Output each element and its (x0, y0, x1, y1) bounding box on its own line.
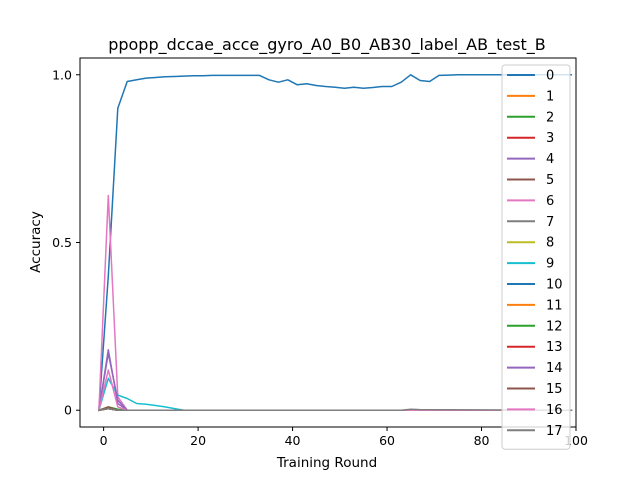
x-tick-label: 40 (285, 433, 301, 448)
series-line-0 (98, 74, 573, 412)
legend-entry: 3 (507, 131, 554, 146)
legend-entry: 8 (507, 236, 554, 251)
chart-title: ppopp_dccae_acce_gyro_A0_B0_AB30_label_A… (108, 35, 546, 55)
legend-label: 4 (546, 152, 554, 167)
legend-entry: 6 (507, 194, 554, 209)
legend-entry: 11 (507, 298, 563, 313)
x-tick-label: 0 (100, 433, 108, 448)
legend-entry: 0 (507, 69, 554, 84)
legend-entry: 9 (507, 257, 554, 272)
legend-entry: 5 (507, 173, 554, 188)
legend-label: 17 (546, 424, 563, 439)
legend-label: 5 (546, 173, 554, 188)
x-tick-label: 60 (379, 433, 395, 448)
legend-label: 3 (546, 131, 554, 146)
legend-label: 16 (546, 403, 563, 418)
legend-entry: 2 (507, 110, 554, 125)
legend-label: 15 (546, 382, 563, 397)
legend-box (501, 64, 571, 450)
legend-entry: 14 (507, 361, 563, 376)
plot-area (79, 57, 577, 428)
legend-label: 0 (546, 69, 554, 84)
legend-label: 12 (546, 319, 563, 334)
legend-label: 2 (546, 110, 554, 125)
x-tick-label: 80 (474, 433, 490, 448)
legend-entry: 12 (507, 319, 563, 334)
legend-label: 1 (546, 89, 554, 104)
legend-entry: 1 (507, 89, 554, 104)
y-axis-title: Accuracy (28, 211, 44, 273)
legend-label: 6 (546, 194, 554, 209)
x-tick-label: 20 (190, 433, 206, 448)
series-lines (97, 74, 573, 412)
y-tick-label: 0.5 (52, 235, 72, 250)
legend-entry: 15 (507, 382, 563, 397)
x-axis-title: Training Round (276, 455, 377, 471)
legend-label: 7 (546, 215, 554, 230)
legend-entry: 7 (507, 215, 554, 230)
y-tick-label: 1.0 (52, 67, 72, 82)
series-line-9 (97, 377, 573, 412)
legend-label: 11 (546, 298, 563, 313)
legend-label: 14 (546, 361, 563, 376)
legend-entry: 13 (507, 340, 563, 355)
legend-entry: 10 (507, 278, 563, 293)
legend-entry: 16 (507, 403, 563, 418)
legend-entry: 17 (507, 424, 563, 439)
legend-label: 9 (546, 257, 554, 272)
y-tick-label: 0 (64, 403, 72, 418)
legend-entry: 4 (507, 152, 554, 167)
legend-label: 8 (546, 236, 554, 251)
series-line-17 (98, 407, 573, 412)
legend-label: 10 (546, 278, 563, 293)
legend-label: 13 (546, 340, 563, 355)
